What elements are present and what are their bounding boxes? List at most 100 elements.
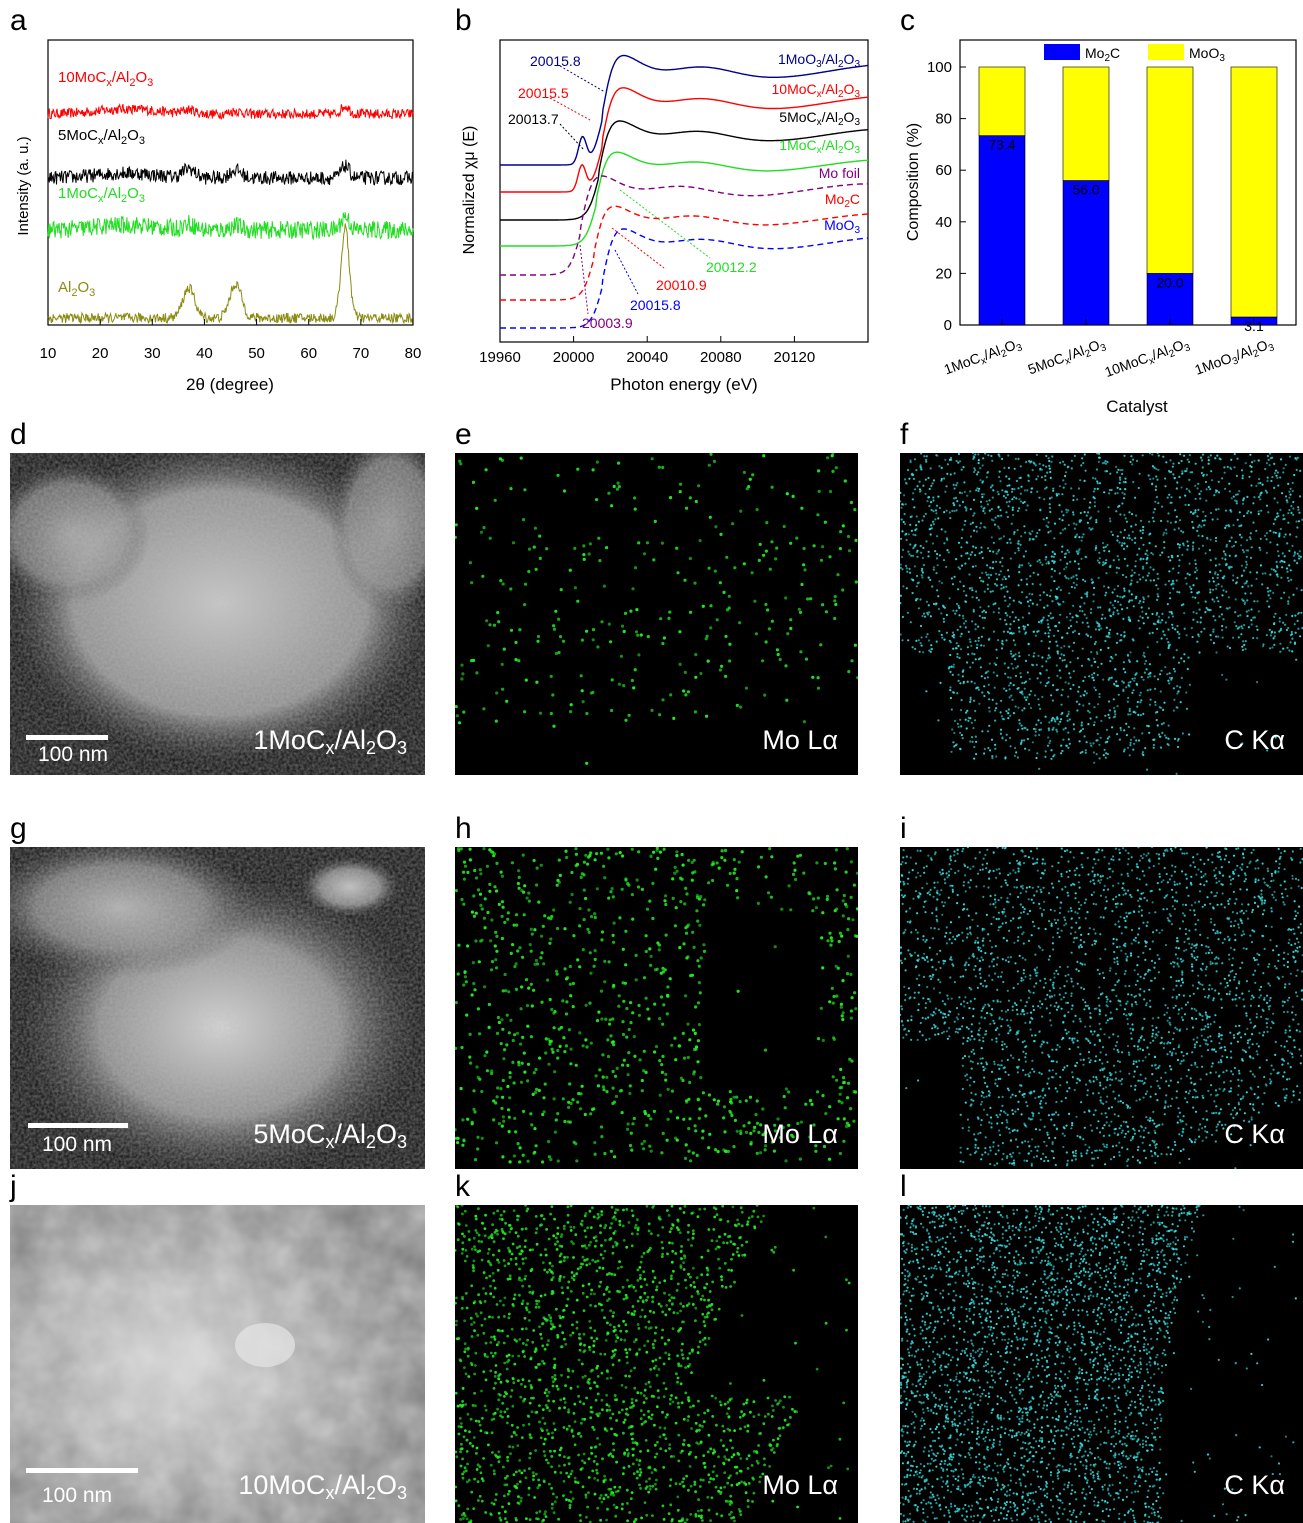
map-dot: [1296, 526, 1299, 529]
map-dot: [1089, 611, 1092, 614]
map-dot: [579, 1092, 583, 1096]
map-dot: [977, 1147, 980, 1150]
map-dot: [958, 491, 962, 494]
map-dot: [688, 496, 692, 500]
map-dot: [621, 1032, 626, 1037]
map-dot: [982, 644, 985, 647]
map-dot: [1021, 727, 1024, 730]
map-dot: [588, 951, 592, 955]
xanes-chart: 19960 20000 20040 20080 20120 Photon energy …: [461, 39, 869, 394]
map-dot: [1256, 637, 1259, 640]
map-dot: [1067, 682, 1070, 685]
map-dot: [1175, 1090, 1178, 1093]
map-dot: [1233, 976, 1236, 979]
map-dot: [1018, 600, 1021, 603]
map-dot: [962, 617, 965, 620]
map-dot: [924, 940, 927, 943]
map-dot: [1066, 549, 1069, 552]
map-dot: [1283, 1045, 1286, 1048]
map-dot: [940, 581, 943, 585]
map-dot: [1190, 587, 1193, 590]
map-dot: [1298, 511, 1301, 514]
map-dot: [1047, 635, 1050, 638]
map-dot: [1169, 976, 1173, 979]
map-dot: [1291, 874, 1294, 877]
map-dot: [1124, 671, 1127, 674]
map-dot: [578, 907, 582, 911]
map-dot: [1188, 454, 1191, 457]
map-dot: [456, 972, 460, 976]
map-dot: [1152, 1029, 1155, 1032]
map-dot: [935, 535, 939, 538]
map-dot: [977, 625, 980, 628]
map-dot: [973, 719, 977, 722]
map-dot: [1182, 1059, 1185, 1062]
map-dot: [643, 1110, 647, 1114]
map-dot: [951, 963, 954, 966]
map-dot: [1242, 551, 1245, 554]
map-dot: [550, 1007, 554, 1012]
map-dot: [1104, 1086, 1107, 1089]
map-dot: [1011, 508, 1014, 511]
map-dot: [1045, 454, 1048, 458]
map-dot: [900, 1013, 902, 1016]
map-dot: [1155, 1026, 1158, 1029]
map-dot: [979, 526, 982, 529]
map-dot: [1093, 706, 1096, 709]
map-dot: [854, 580, 858, 584]
map-label-mo: Mo Lα: [762, 1119, 838, 1149]
map-dot: [1276, 976, 1279, 979]
map-dot: [956, 628, 959, 631]
map-dot: [841, 914, 845, 918]
map-dot: [960, 725, 963, 728]
map-dot: [732, 858, 736, 862]
map-dot: [1160, 1152, 1163, 1155]
map-dot: [948, 511, 951, 514]
map-dot: [633, 668, 637, 672]
map-dot: [1215, 1125, 1218, 1128]
map-dot: [1169, 1050, 1172, 1053]
map-dot: [1258, 478, 1261, 481]
xanes-label-mo-foil: Mo foil: [819, 165, 860, 181]
map-dot: [1008, 627, 1011, 630]
map-dot: [1141, 616, 1144, 619]
map-dot: [1123, 454, 1126, 457]
map-dot: [1148, 988, 1151, 991]
map-dot: [1007, 605, 1010, 608]
map-dot: [511, 541, 516, 545]
map-dot: [955, 642, 958, 645]
map-dot: [569, 1101, 573, 1106]
map-dot: [1229, 466, 1232, 469]
map-dot: [1133, 541, 1137, 544]
map-dot: [541, 1112, 545, 1117]
map-dot: [549, 674, 553, 678]
map-dot: [660, 1151, 664, 1155]
map-dot: [1298, 1048, 1301, 1051]
map-dot: [1012, 684, 1015, 687]
map-dot: [1274, 1053, 1277, 1056]
map-dot: [1187, 1068, 1190, 1072]
map-dot: [1024, 1052, 1028, 1055]
map-dot: [1266, 587, 1269, 590]
map-dot: [942, 962, 945, 965]
map-dot: [1257, 482, 1260, 485]
map-dot: [1220, 613, 1224, 616]
map-dot: [936, 564, 939, 567]
map-dot: [457, 721, 462, 725]
map-dot: [1130, 525, 1133, 528]
map-dot: [999, 570, 1002, 573]
map-dot: [1188, 733, 1191, 736]
map-dot: [1224, 487, 1227, 490]
map-dot: [496, 1015, 500, 1020]
map-dot: [980, 1047, 983, 1050]
map-dot: [512, 1154, 516, 1158]
map-dot: [1097, 606, 1100, 609]
map-dot: [711, 878, 715, 883]
map-dot: [993, 686, 996, 689]
map-dot: [828, 489, 833, 494]
map-dot: [1191, 969, 1194, 972]
map-dot: [1065, 1081, 1069, 1084]
map-dot: [595, 1019, 600, 1023]
map-dot: [1217, 938, 1220, 941]
map-dot: [1103, 1033, 1106, 1036]
